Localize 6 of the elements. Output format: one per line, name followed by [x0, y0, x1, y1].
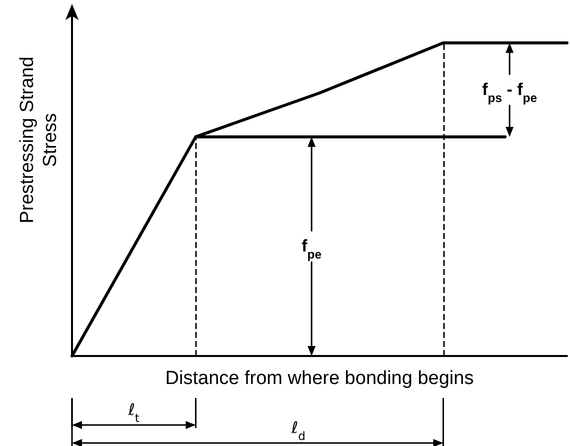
text: ℓ$_{t}$ [127, 400, 140, 425]
annotation: f$_{pe}$ [302, 236, 322, 262]
x-axis-title: Distance from where bonding begins [165, 368, 474, 389]
text: ℓ$_{d}$ [290, 418, 306, 443]
annotation: f$_{ps}$ - f$_{pe}$ [482, 80, 538, 105]
y-axis-title: Prestressing Strand Stress [17, 56, 61, 224]
